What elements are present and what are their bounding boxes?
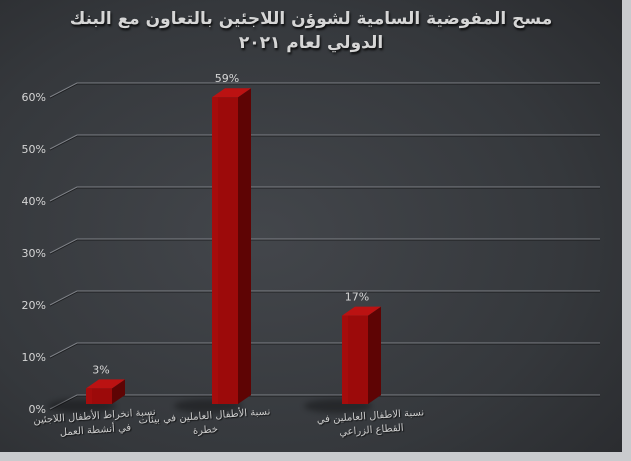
bar-front-face (86, 388, 112, 404)
bar-2 (174, 88, 251, 413)
gridline-shadow (49, 239, 600, 255)
bar-front-highlight (212, 97, 218, 404)
gridline-30% (49, 238, 600, 254)
chart-title: مسح المفوضية السامية لشوؤن اللاجئين بالت… (30, 7, 592, 55)
gridline-50% (49, 134, 600, 150)
bar-top-face (212, 88, 251, 98)
gridline-shadow (49, 343, 600, 359)
gridline-20% (49, 290, 600, 306)
y-tick-label: 30% (22, 247, 46, 260)
gridline-shadow (49, 83, 600, 99)
gridline-40% (49, 186, 600, 202)
bar-chart-plot-area: 0% 10% 20% 30% 40% 50% 60% 3% 59% 17% (22, 72, 600, 416)
y-tick-label: 40% (22, 195, 46, 208)
bar-value-label: 3% (92, 363, 109, 376)
chart-title-line2: الدولي لعام ٢٠٢١ (238, 33, 384, 53)
bar-side-face (112, 379, 125, 404)
bar-top-face (342, 306, 381, 316)
bar-value-label: 59% (215, 72, 239, 85)
gridline-10% (49, 342, 600, 358)
bars (48, 88, 381, 413)
y-tick-label: 60% (22, 91, 46, 104)
bar-3 (304, 306, 381, 413)
bar-front-highlight (86, 388, 92, 404)
gridline-60% (49, 82, 600, 98)
bar-front-highlight (342, 315, 348, 404)
bar-1 (48, 379, 125, 413)
bar-top-face (86, 379, 125, 389)
y-tick-label: 20% (22, 299, 46, 312)
gridline-shadow (49, 187, 600, 203)
value-labels: 3% 59% 17% (92, 72, 369, 376)
y-tick-label: 50% (22, 143, 46, 156)
bar-side-face (368, 306, 381, 404)
y-tick-label: 10% (22, 351, 46, 364)
gridline-shadow (49, 135, 600, 151)
slide-background: مسح المفوضية السامية لشوؤن اللاجئين بالت… (0, 0, 622, 452)
y-tick-label: 0% (29, 403, 46, 416)
bar-side-face (238, 88, 251, 404)
bar-value-label: 17% (345, 291, 369, 304)
gridline-shadow (49, 291, 600, 307)
chart-title-line1: مسح المفوضية السامية لشوؤن اللاجئين بالت… (69, 9, 553, 29)
